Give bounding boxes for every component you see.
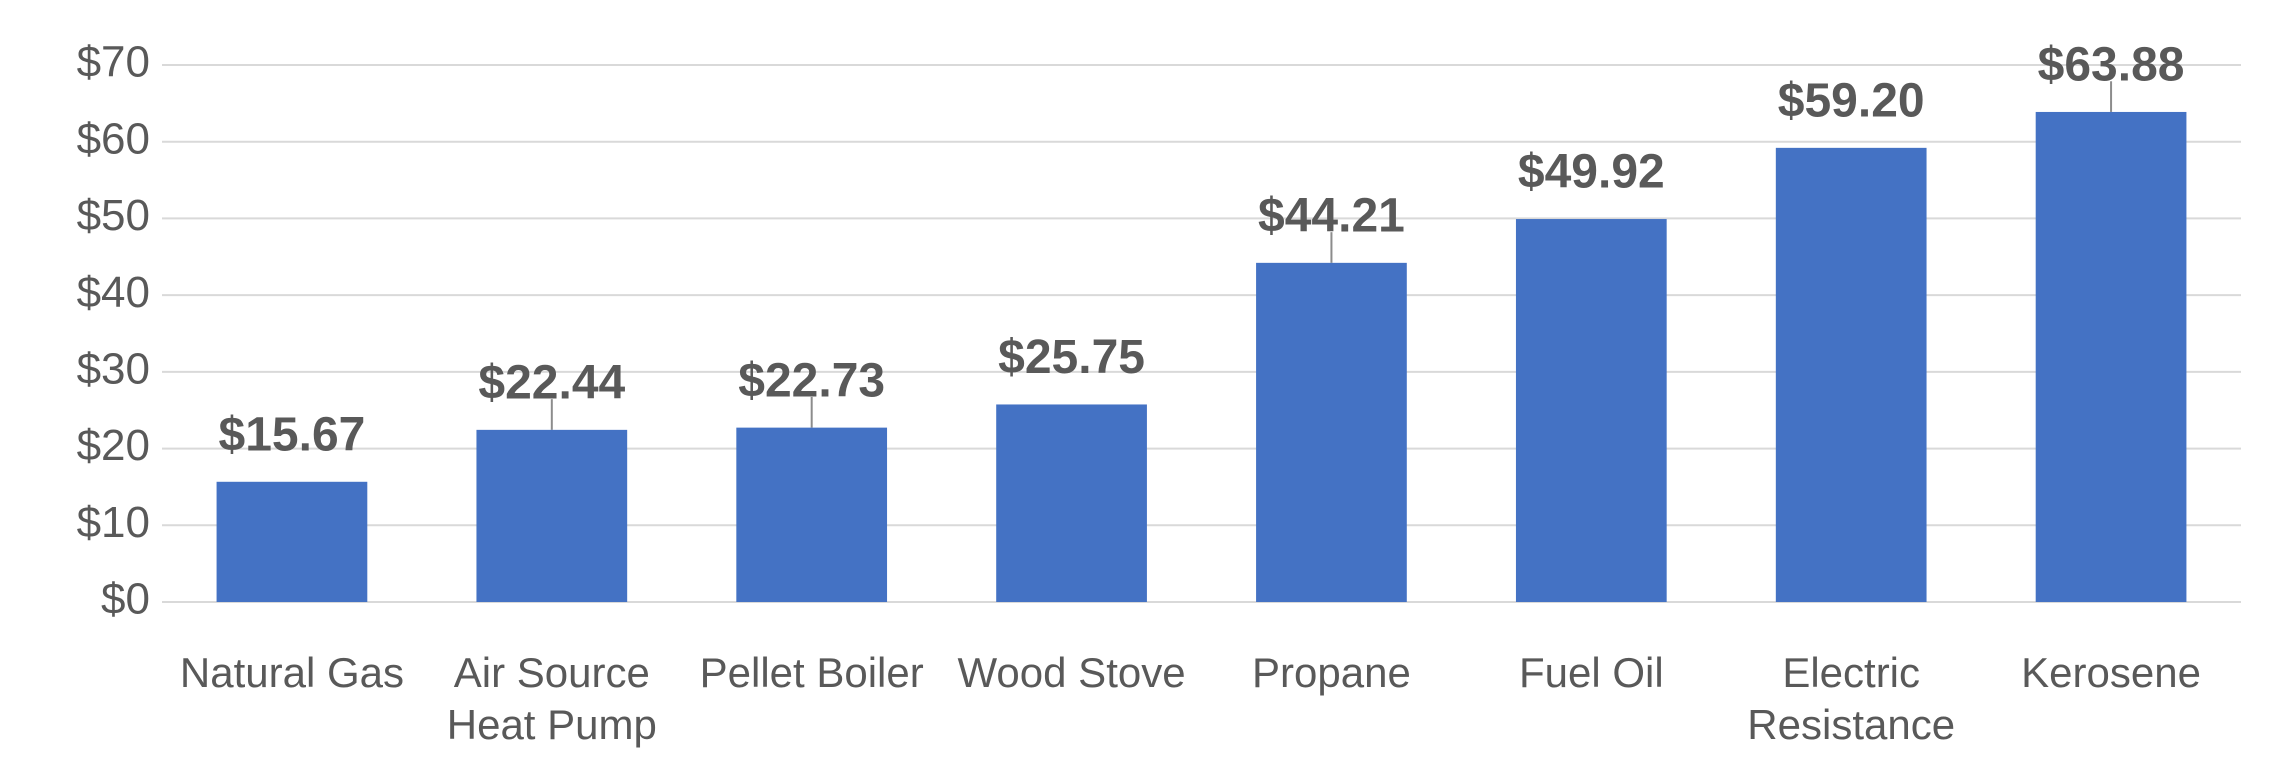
x-tick-label: Electric Resistance <box>1747 649 1956 748</box>
x-tick-label: Wood Stove <box>957 649 1186 696</box>
bar <box>1515 219 1667 602</box>
bar <box>1256 262 1407 602</box>
bar <box>216 481 368 602</box>
x-tick-label-box: Natural Gas <box>179 649 404 696</box>
bar <box>996 404 1147 602</box>
x-tick-label-box: Pellet Boiler <box>699 649 924 696</box>
x-tick-label-box: Electric Resistance <box>1747 649 1956 748</box>
y-tick-label: $60 <box>77 114 150 163</box>
value-label: $49.92 <box>1518 146 1665 199</box>
y-tick-label: $10 <box>77 498 150 547</box>
x-tick-label: Air Source Heat Pump <box>446 649 657 748</box>
y-tick-label: $30 <box>77 344 150 393</box>
x-tick-label: Fuel Oil <box>1518 649 1664 696</box>
value-label: $15.67 <box>219 408 366 461</box>
bar <box>2035 111 2187 602</box>
y-tick-label: $50 <box>77 191 150 240</box>
x-tick-label: Natural Gas <box>179 649 404 696</box>
bar <box>476 429 628 602</box>
value-label: $59.20 <box>1778 75 1925 128</box>
x-tick-label-box: Fuel Oil <box>1518 649 1664 696</box>
value-label: $25.75 <box>998 331 1145 384</box>
y-tick-label: $40 <box>77 268 150 317</box>
x-tick-label: Propane <box>1252 649 1411 696</box>
y-tick-label: $20 <box>77 421 150 470</box>
value-label: $22.44 <box>478 357 625 410</box>
x-tick-label-box: Propane <box>1252 649 1411 696</box>
bar <box>1775 147 1927 602</box>
x-tick-label-box: Air Source Heat Pump <box>446 649 657 748</box>
bar <box>736 427 888 602</box>
x-tick-label: Pellet Boiler <box>699 649 924 696</box>
y-tick-label: $0 <box>101 575 150 624</box>
x-tick-label-box: Kerosene <box>2021 649 2201 696</box>
x-tick-label: Kerosene <box>2021 649 2201 696</box>
value-label: $44.21 <box>1258 190 1405 243</box>
value-label: $22.73 <box>738 354 885 407</box>
value-label: $63.88 <box>2038 39 2185 92</box>
x-tick-label-box: Wood Stove <box>957 649 1186 696</box>
y-tick-label: $70 <box>77 38 150 87</box>
